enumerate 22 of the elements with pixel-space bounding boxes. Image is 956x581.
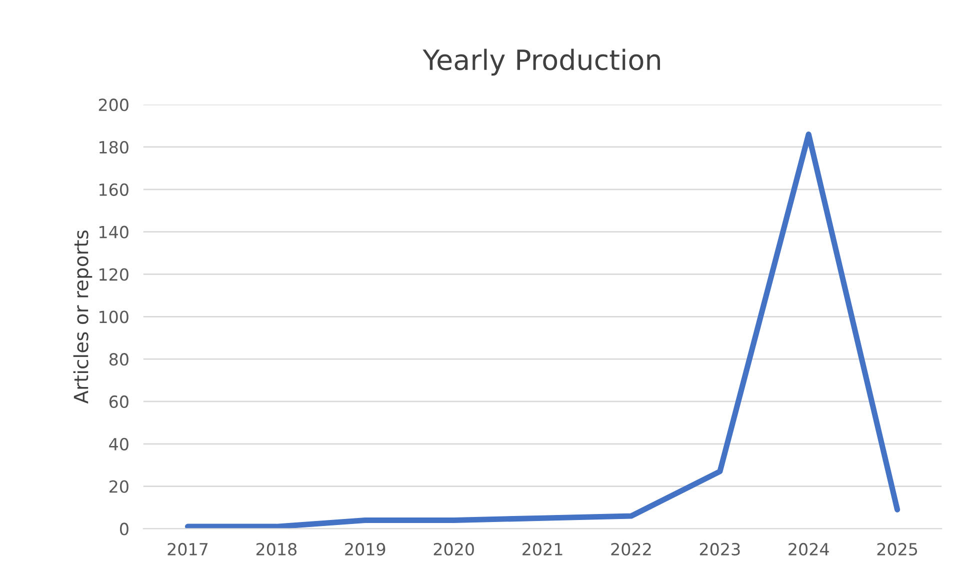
x-tick-label: 2019	[345, 542, 386, 556]
y-axis-title: Articles or reports	[73, 230, 92, 404]
x-tick-label: 2017	[168, 542, 208, 556]
x-tick-label: 2020	[434, 542, 474, 556]
y-tick-label: 0	[120, 522, 128, 536]
y-tick-label: 160	[100, 183, 128, 196]
y-tick-label: 20	[110, 480, 128, 493]
x-tick-label: 2025	[877, 542, 918, 556]
y-tick-label: 100	[100, 310, 128, 324]
x-tick-label: 2018	[256, 542, 297, 556]
y-tick-label: 120	[100, 268, 128, 281]
y-tick-label: 180	[100, 140, 128, 154]
y-tick-label: 200	[98, 98, 128, 112]
y-tick-label: 60	[109, 395, 128, 408]
chart-title: Yearly Production	[422, 48, 660, 76]
y-tick-label: 80	[109, 353, 128, 366]
x-tick-label: 2022	[611, 542, 651, 556]
y-tick-label: 40	[109, 438, 128, 450]
x-tick-label: 2021	[522, 542, 562, 556]
x-tick-label: 2023	[700, 542, 740, 556]
y-tick-label: 140	[100, 226, 128, 238]
x-tick-label: 2024	[788, 542, 829, 556]
